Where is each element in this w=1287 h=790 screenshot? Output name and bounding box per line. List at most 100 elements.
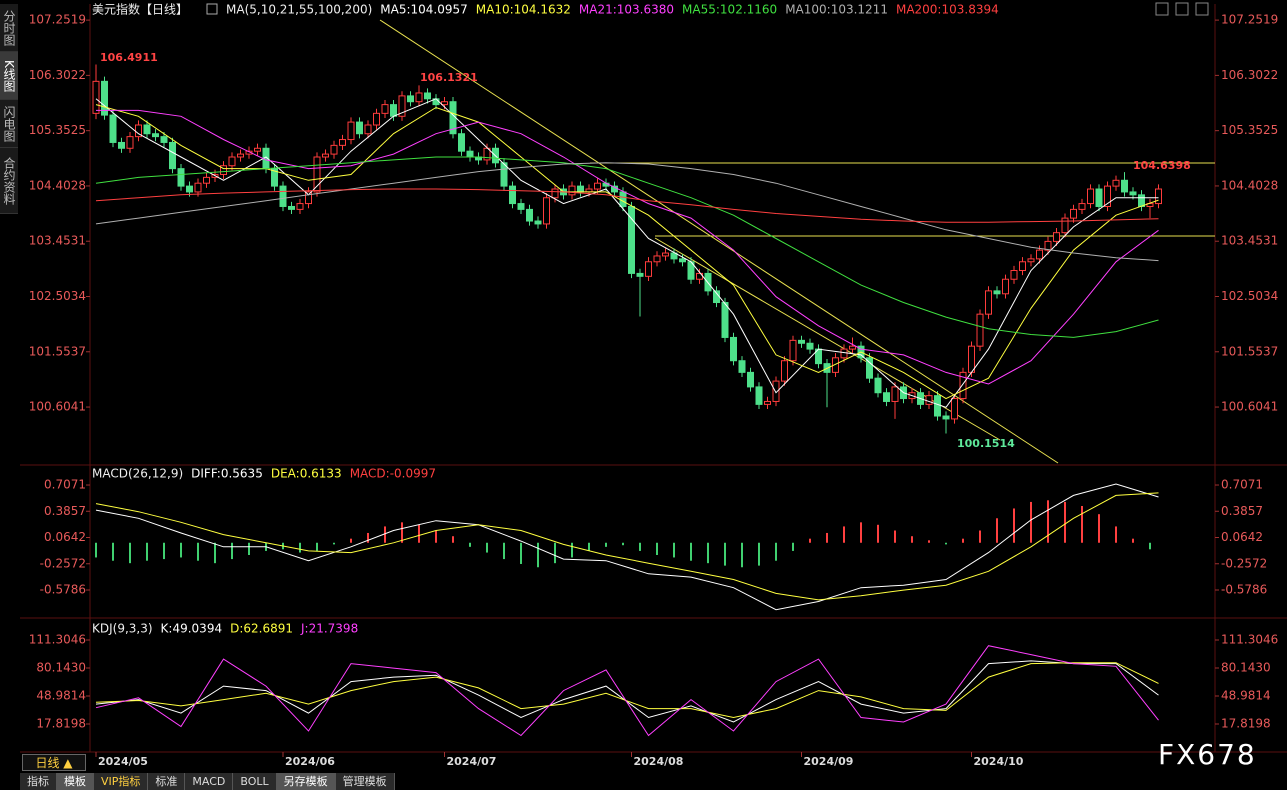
candle-body xyxy=(109,114,117,143)
candle-body xyxy=(296,203,304,210)
y-tick-label: 111.3046 xyxy=(29,632,86,646)
candle-body xyxy=(662,252,669,257)
candle-body xyxy=(874,377,882,394)
toolbar-button[interactable] xyxy=(1175,2,1189,16)
legend-item: MA200:103.8394 xyxy=(896,3,999,17)
candle-body xyxy=(730,336,737,362)
legend-item: MA21:103.6380 xyxy=(579,3,674,17)
y-tick-label: 17.8198 xyxy=(36,717,86,731)
candle-body xyxy=(186,185,193,193)
y-tick-label: 80.1430 xyxy=(1221,660,1271,674)
bottom-tab[interactable]: MACD xyxy=(185,773,234,790)
candle-body xyxy=(279,185,287,207)
candle-body xyxy=(840,348,848,359)
y-tick-label: 104.4028 xyxy=(29,178,86,192)
sidebar-tab[interactable]: 合约资料 xyxy=(0,148,18,214)
candle-body xyxy=(347,121,355,141)
candle-body xyxy=(1061,217,1069,234)
y-tick-label: 0.3857 xyxy=(44,504,86,518)
candle-body xyxy=(738,360,746,373)
candle-body xyxy=(500,162,508,187)
candle-body xyxy=(1138,194,1145,207)
candle-body xyxy=(194,182,202,193)
candle-body xyxy=(806,342,814,350)
bottom-tab[interactable]: 指标 xyxy=(20,773,57,790)
bottom-tab[interactable]: 管理模板 xyxy=(335,773,395,790)
candle-body xyxy=(959,371,967,400)
candle-body xyxy=(101,80,108,116)
candle-body xyxy=(628,205,635,274)
bottom-tab[interactable]: BOLL xyxy=(233,773,277,790)
candle-body xyxy=(228,156,236,167)
background xyxy=(0,0,1287,772)
x-tick-label: 2024/05 xyxy=(98,755,148,768)
x-tick-label: 2024/07 xyxy=(447,755,497,768)
candle-body xyxy=(543,197,550,225)
candle-body xyxy=(237,153,244,158)
candle-body xyxy=(526,208,533,222)
indicator-line xyxy=(95,188,1159,223)
candle-body xyxy=(1070,208,1077,219)
indicator-icon xyxy=(206,3,218,15)
candle-body xyxy=(891,386,899,402)
candle-body xyxy=(755,386,763,405)
y-tick-label: 107.2519 xyxy=(1221,13,1278,27)
candle-body xyxy=(551,188,559,199)
x-tick-label: 2024/08 xyxy=(634,755,684,768)
y-tick-label: 80.1430 xyxy=(36,660,86,674)
candle-body xyxy=(143,124,151,135)
candle-body xyxy=(832,357,839,373)
candle-body xyxy=(721,302,729,338)
candle-body xyxy=(1129,191,1137,196)
candle-body xyxy=(415,92,423,103)
bottom-tab[interactable]: 另存模板 xyxy=(276,773,336,790)
y-tick-label: 102.5034 xyxy=(1221,289,1278,303)
indicator-label: MA(5,10,21,55,100,200) xyxy=(226,3,372,17)
candle-body xyxy=(1036,249,1043,260)
bottom-tab[interactable]: 标准 xyxy=(148,773,186,790)
candle-body xyxy=(636,272,644,277)
candle-body xyxy=(1095,188,1103,207)
sidebar-tab[interactable]: 闪电图 xyxy=(0,100,18,148)
y-tick-label: 103.4531 xyxy=(1221,234,1278,248)
bottom-tab[interactable]: 模板 xyxy=(57,773,94,790)
y-tick-label: 100.6041 xyxy=(1221,400,1278,414)
toolbar-button[interactable] xyxy=(1155,2,1169,16)
candle-body xyxy=(322,153,329,158)
candle-body xyxy=(466,150,474,158)
candle-body xyxy=(985,290,992,315)
candle-body xyxy=(509,185,516,205)
candle-body xyxy=(441,101,448,106)
sidebar-tab[interactable]: K线图 xyxy=(0,52,18,100)
candle-body xyxy=(1104,185,1111,207)
candle-body xyxy=(968,345,975,373)
price-annotation: 106.1321 xyxy=(420,71,478,84)
candle-body xyxy=(271,168,278,187)
y-tick-label: 0.7071 xyxy=(1221,478,1263,492)
y-tick-label: 0.3857 xyxy=(1221,504,1263,518)
price-annotation: 100.1514 xyxy=(957,437,1015,450)
candle-body xyxy=(305,191,312,205)
trend-line xyxy=(379,19,1059,464)
candle-body xyxy=(1078,203,1086,210)
period-selector[interactable]: 日线 ▲ xyxy=(22,754,86,771)
indicator-line xyxy=(95,162,1159,262)
candle-body xyxy=(568,185,576,196)
candle-body xyxy=(951,398,958,420)
toolbar-button[interactable] xyxy=(1195,2,1209,16)
toolbar xyxy=(1155,2,1209,16)
candle-body xyxy=(313,156,321,193)
panel-title: KDJ(9,3,3) xyxy=(92,622,153,636)
y-tick-label: 0.7071 xyxy=(44,478,86,492)
y-tick-label: 107.2519 xyxy=(29,13,86,27)
bottom-tab[interactable]: VIP指标 xyxy=(94,773,149,790)
candle-body xyxy=(517,203,525,210)
sidebar-tab[interactable]: 分时图 xyxy=(0,4,18,52)
legend-item: DEA:0.6133 xyxy=(271,467,342,481)
y-tick-label: 48.9814 xyxy=(1221,688,1271,702)
candle-body xyxy=(883,392,890,402)
y-tick-label: 101.5537 xyxy=(1221,344,1278,358)
candle-body xyxy=(92,80,100,114)
chart: 107.2519 107.2519 106.3022 106.3022 105.3525… xyxy=(0,0,1287,772)
y-tick-label: 17.8198 xyxy=(1221,717,1271,731)
